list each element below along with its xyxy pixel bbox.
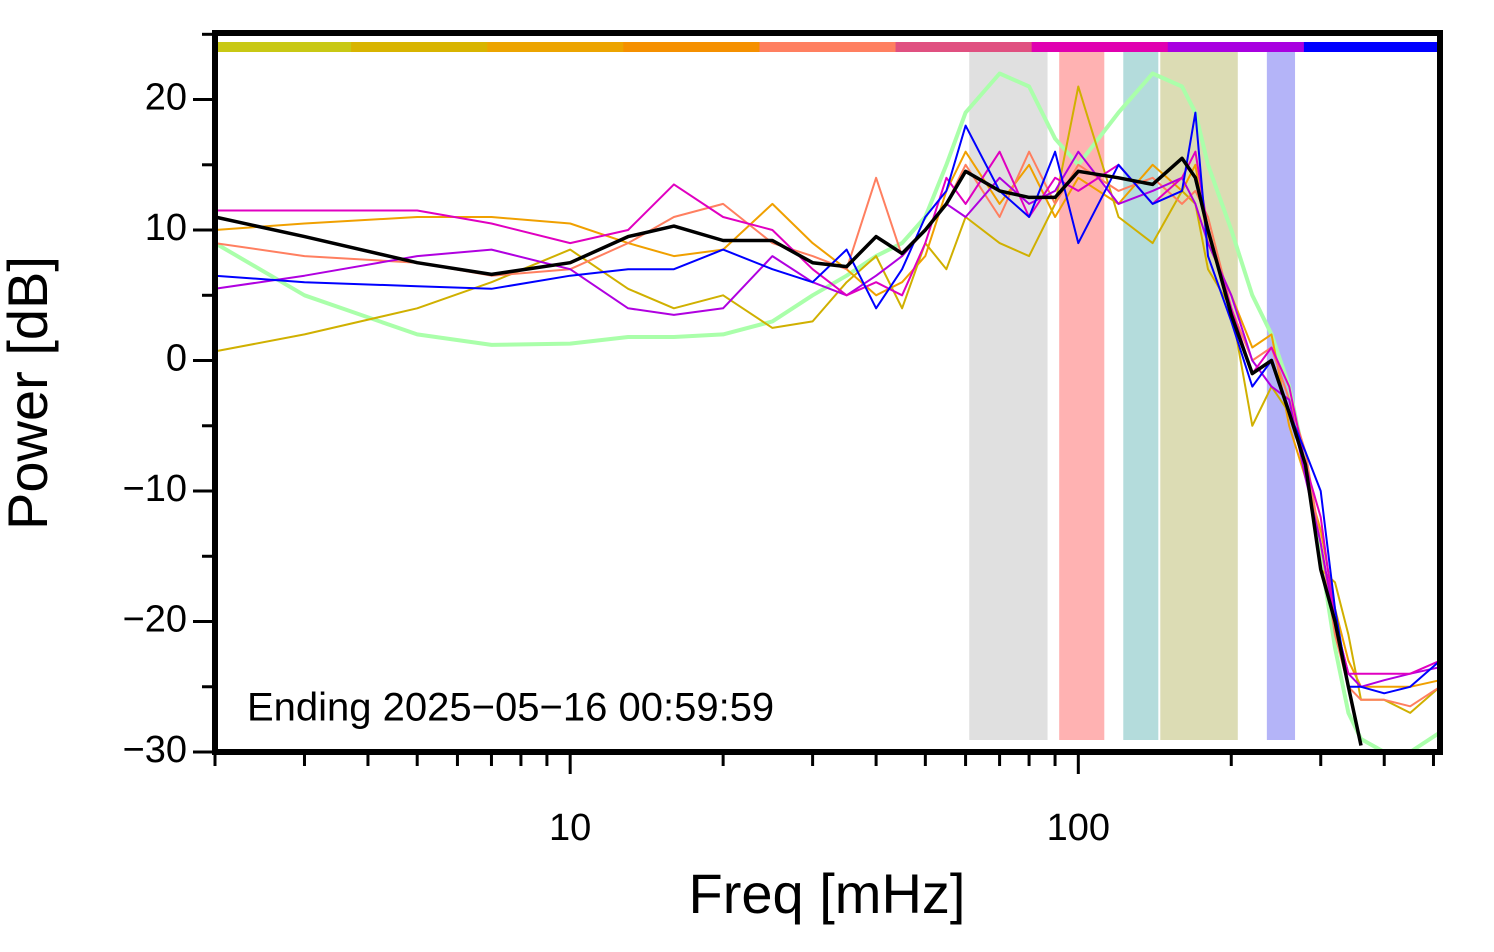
y-tick-label: −20 — [123, 599, 187, 641]
series-line — [214, 150, 1441, 708]
x-tick-label: 10 — [549, 807, 591, 849]
lines — [213, 71, 1442, 754]
series-line — [214, 156, 1363, 746]
y-tick-label: 0 — [166, 338, 187, 380]
series-line — [215, 150, 1441, 675]
series-line — [213, 71, 1442, 754]
color-bar-segment — [895, 42, 1033, 52]
color-bar-segment — [623, 42, 760, 52]
y-tick-label: 20 — [145, 77, 187, 119]
series-line — [214, 111, 1441, 695]
series-line — [214, 150, 1441, 688]
color-bar-segment — [1303, 42, 1441, 52]
color-bar-segment — [351, 42, 488, 52]
x-tick-label: 100 — [1047, 807, 1110, 849]
bands — [215, 42, 1441, 740]
y-tick-label: −10 — [123, 468, 187, 510]
annotation: Ending 2025−05−16 00:59:59 — [247, 686, 774, 730]
axes: −30 −20 −10 0 10 20 10 100 — [123, 32, 1435, 849]
y-tick-label: −30 — [123, 729, 187, 771]
y-axis-title: Power [dB] — [0, 256, 59, 530]
color-bar-segment — [487, 42, 624, 52]
series-line — [214, 150, 1441, 688]
color-bar-segment — [215, 42, 352, 52]
band — [969, 52, 1048, 740]
plot-frame — [212, 30, 1443, 755]
color-bar-segment — [759, 42, 897, 52]
x-axis-title: Freq [mHz] — [689, 862, 966, 925]
color-bar-segment — [1031, 42, 1169, 52]
color-bar-segment — [1167, 42, 1305, 52]
y-tick-label: 10 — [145, 207, 187, 249]
band — [1123, 52, 1159, 740]
series-line — [214, 85, 1441, 714]
